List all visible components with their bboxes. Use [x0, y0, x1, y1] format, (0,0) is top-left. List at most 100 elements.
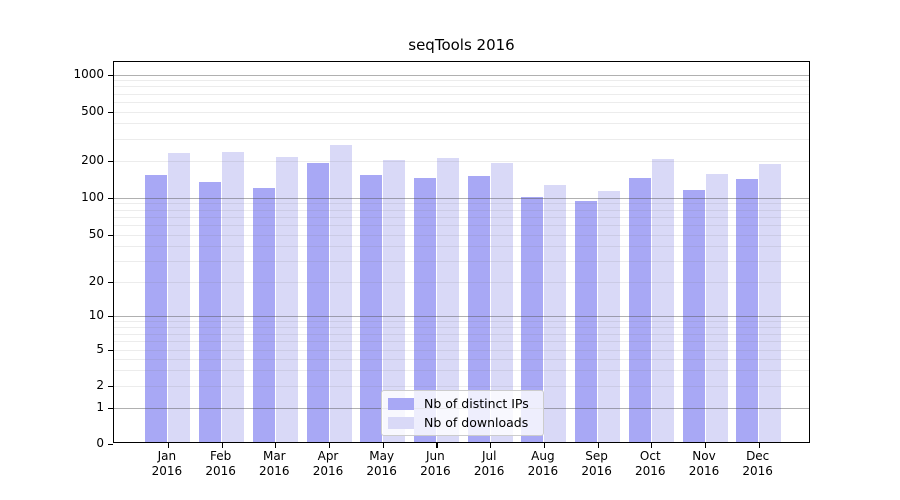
bar-downloads [759, 163, 782, 442]
x-tick-mark [167, 443, 170, 448]
bar-distinct-ips [628, 177, 651, 442]
y-tick-mark [108, 160, 113, 162]
minor-gridline [114, 386, 809, 387]
minor-gridline [114, 216, 809, 218]
bar-distinct-ips [252, 188, 275, 442]
minor-gridline [114, 246, 809, 248]
x-tick-mark [221, 443, 223, 448]
y-tick-mark [108, 350, 113, 352]
y-tick-mark [108, 235, 113, 237]
y-tick-label: 50 [88, 227, 104, 241]
minor-gridline [114, 209, 809, 211]
y-tick-mark [108, 407, 113, 409]
minor-gridline [114, 138, 809, 140]
chart-title: seqTools 2016 [408, 36, 515, 54]
legend-item-distinct-ips: Nb of distinct IPs [388, 396, 535, 411]
x-tick-label: Dec 2016 [742, 449, 773, 478]
y-tick-label: 0 [96, 436, 104, 450]
bar-downloads [383, 160, 406, 442]
legend-item-downloads: Nb of downloads [388, 415, 535, 430]
minor-gridline [114, 111, 809, 113]
bar-distinct-ips [736, 179, 759, 442]
bar-distinct-ips [467, 176, 490, 442]
x-tick-mark [436, 443, 438, 448]
minor-gridline [114, 370, 809, 372]
x-tick-label: Jul 2016 [473, 449, 505, 478]
bar-downloads [436, 158, 459, 442]
minor-gridline [114, 101, 809, 103]
y-tick-label: 1000 [73, 66, 104, 81]
plot-area [108, 61, 810, 448]
minor-gridline [114, 160, 809, 162]
y-tick-mark [108, 316, 113, 318]
x-tick-mark [275, 443, 277, 448]
x-tick-label: Mar 2016 [259, 449, 290, 478]
x-tick-label: Feb 2016 [205, 449, 236, 478]
x-tick-mark [758, 443, 760, 448]
bar-downloads [598, 191, 621, 442]
bar-distinct-ips [199, 182, 222, 442]
minor-gridline [114, 358, 809, 360]
y-tick-label: 10 [88, 308, 104, 322]
y-tick-mark [108, 74, 113, 76]
minor-gridline [114, 80, 809, 82]
minor-gridline [114, 86, 809, 88]
y-tick-label: 20 [88, 274, 104, 288]
x-tick-label: Jan 2016 [151, 449, 183, 478]
bar-downloads [544, 185, 567, 442]
minor-gridline [114, 261, 809, 263]
minor-gridline [114, 123, 809, 125]
minor-gridline [114, 93, 809, 95]
minor-gridline [114, 350, 809, 351]
x-tick-mark [597, 443, 599, 448]
minor-gridline [114, 333, 809, 335]
x-tick-mark [382, 443, 384, 448]
bar-distinct-ips [521, 197, 544, 442]
bar-downloads [222, 152, 245, 442]
bar-distinct-ips [306, 163, 329, 442]
x-tick-label: Apr 2016 [312, 449, 344, 478]
bar-downloads [329, 145, 352, 442]
y-tick-mark [108, 111, 113, 113]
x-tick-label: Nov 2016 [688, 449, 720, 478]
bar-downloads [705, 173, 728, 442]
minor-gridline [114, 321, 809, 323]
y-tick-label: 2 [96, 378, 104, 392]
major-gridline [114, 197, 809, 199]
y-tick-label: 100 [81, 189, 104, 204]
bar-distinct-ips [575, 200, 598, 442]
y-tick-mark [108, 282, 113, 284]
major-gridline [114, 74, 809, 76]
minor-gridline [114, 326, 809, 328]
y-tick-mark [108, 386, 113, 388]
x-tick-mark [329, 443, 331, 448]
bar-distinct-ips [360, 174, 383, 442]
bar-downloads [168, 152, 191, 442]
x-tick-label: Oct 2016 [635, 449, 666, 478]
y-tick-label: 500 [81, 103, 104, 118]
legend-label: Nb of downloads [424, 415, 529, 430]
downloads-swatch-icon [388, 416, 414, 429]
legend: Nb of distinct IPs Nb of downloads [381, 390, 544, 436]
x-tick-mark [490, 443, 492, 448]
bar-downloads [490, 163, 513, 442]
x-tick-label: May 2016 [366, 449, 397, 478]
minor-gridline [114, 235, 809, 236]
bar-distinct-ips [145, 174, 168, 442]
minor-gridline [114, 282, 809, 283]
x-tick-label: Sep 2016 [581, 449, 612, 478]
y-tick-label: 1 [96, 399, 104, 414]
minor-gridline [114, 341, 809, 343]
x-tick-mark [705, 443, 707, 448]
distinct-ips-swatch-icon [388, 397, 414, 410]
bar-distinct-ips [413, 177, 436, 442]
y-tick-mark [108, 444, 113, 446]
x-tick-label: Aug 2016 [527, 449, 559, 478]
minor-gridline [114, 203, 809, 205]
bar-distinct-ips [682, 190, 705, 442]
legend-label: Nb of distinct IPs [424, 396, 529, 411]
y-tick-label: 5 [96, 342, 104, 356]
x-tick-label: Jun 2016 [420, 449, 451, 478]
x-tick-mark [543, 443, 546, 448]
